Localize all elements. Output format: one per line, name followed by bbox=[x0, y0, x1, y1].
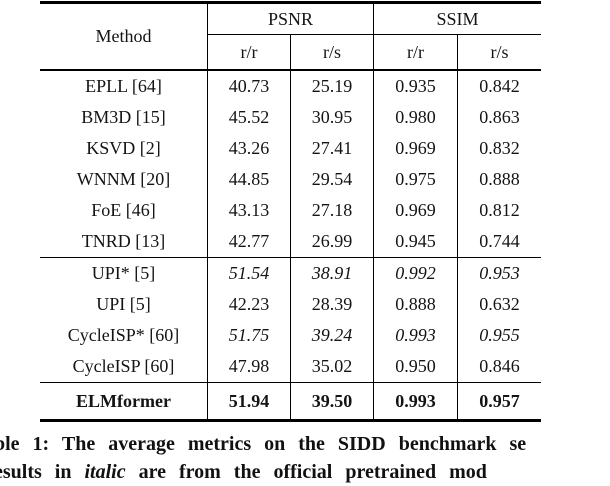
value-cell: 51.75 bbox=[207, 320, 290, 351]
section-divider-rule bbox=[40, 382, 541, 383]
method-cell: WNNM [20] bbox=[76, 169, 171, 189]
value-cell: 0.945 bbox=[373, 226, 457, 257]
value-cell: 26.99 bbox=[290, 226, 373, 257]
value-cell: 51.94 bbox=[207, 383, 290, 419]
method-cell: ELMformer bbox=[76, 390, 171, 411]
table-section-ours: ELMformer 51.94 39.50 0.993 0.957 bbox=[40, 383, 541, 419]
table-row: KSVD [2] 43.26 27.41 0.969 0.832 bbox=[40, 133, 541, 164]
subheader-ssim-rr: r/r bbox=[373, 34, 457, 69]
value-cell: 39.24 bbox=[290, 320, 373, 351]
table-row: CycleISP [60] 47.98 35.02 0.950 0.846 bbox=[40, 351, 541, 382]
method-cell: EPLL [64] bbox=[85, 76, 162, 96]
caption-line-2-prefix: esults in bbox=[0, 461, 85, 483]
value-cell: 27.18 bbox=[290, 195, 373, 226]
method-cell: BM3D [15] bbox=[81, 107, 166, 127]
table-row: ELMformer 51.94 39.50 0.993 0.957 bbox=[40, 383, 541, 419]
table-row: UPI* [5] 51.54 38.91 0.992 0.953 bbox=[40, 258, 541, 289]
method-cell: UPI [5] bbox=[96, 294, 151, 314]
value-cell: 27.41 bbox=[290, 133, 373, 164]
value-cell: 43.26 bbox=[207, 133, 290, 164]
table-row: UPI [5] 42.23 28.39 0.888 0.632 bbox=[40, 289, 541, 320]
value-cell: 0.846 bbox=[457, 351, 541, 382]
value-cell: 0.975 bbox=[373, 164, 457, 195]
value-cell: 35.02 bbox=[290, 351, 373, 382]
value-cell: 40.73 bbox=[207, 71, 290, 102]
column-group-psnr: PSNR bbox=[207, 4, 373, 34]
method-cell: CycleISP [60] bbox=[72, 356, 175, 376]
value-cell: 0.953 bbox=[457, 258, 541, 289]
table-row: TNRD [13] 42.77 26.99 0.945 0.744 bbox=[40, 226, 541, 257]
column-header-method: Method bbox=[95, 26, 152, 46]
value-cell: 0.812 bbox=[457, 195, 541, 226]
value-cell: 0.950 bbox=[373, 351, 457, 382]
value-cell: 0.744 bbox=[457, 226, 541, 257]
value-cell: 29.54 bbox=[290, 164, 373, 195]
value-cell: 43.13 bbox=[207, 195, 290, 226]
value-cell: 44.85 bbox=[207, 164, 290, 195]
method-cell: FoE [46] bbox=[91, 200, 156, 220]
value-cell: 0.888 bbox=[457, 164, 541, 195]
method-cell: KSVD [2] bbox=[86, 138, 161, 158]
caption-line-2-italic-word: italic bbox=[84, 461, 126, 483]
value-cell: 0.935 bbox=[373, 71, 457, 102]
value-cell: 0.969 bbox=[373, 195, 457, 226]
caption-line-2: esults in italic are from the official p… bbox=[0, 458, 610, 486]
value-cell: 51.54 bbox=[207, 258, 290, 289]
value-cell: 45.52 bbox=[207, 102, 290, 133]
value-cell: 0.969 bbox=[373, 133, 457, 164]
value-cell: 39.50 bbox=[290, 383, 373, 419]
caption-line-1: ble 1: The average metrics on the SIDD b… bbox=[0, 433, 527, 455]
method-cell: CycleISP* [60] bbox=[67, 325, 180, 345]
subheader-psnr-rs: r/s bbox=[290, 34, 373, 69]
header-bottom-rule bbox=[40, 69, 541, 71]
value-cell: 0.993 bbox=[373, 320, 457, 351]
value-cell: 0.957 bbox=[457, 383, 541, 419]
value-cell: 42.77 bbox=[207, 226, 290, 257]
table-bottom-rule bbox=[40, 419, 541, 422]
value-cell: 0.842 bbox=[457, 71, 541, 102]
value-cell: 0.955 bbox=[457, 320, 541, 351]
table-row: BM3D [15] 45.52 30.95 0.980 0.863 bbox=[40, 102, 541, 133]
section-divider-rule bbox=[40, 257, 541, 258]
value-cell: 38.91 bbox=[290, 258, 373, 289]
table-section-unpaired: UPI* [5] 51.54 38.91 0.992 0.953 UPI [5] 42.23… bbox=[40, 258, 541, 382]
subheader-psnr-rr: r/r bbox=[207, 34, 290, 69]
value-cell: 0.888 bbox=[373, 289, 457, 320]
value-cell: 0.980 bbox=[373, 102, 457, 133]
value-cell: 0.992 bbox=[373, 258, 457, 289]
value-cell: 0.993 bbox=[373, 383, 457, 419]
method-cell: TNRD [13] bbox=[81, 231, 166, 251]
value-cell: 0.863 bbox=[457, 102, 541, 133]
caption-line-2-suffix: are from the official pretrained mod bbox=[125, 461, 487, 483]
table-row: WNNM [20] 44.85 29.54 0.975 0.888 bbox=[40, 164, 541, 195]
value-cell: 30.95 bbox=[290, 102, 373, 133]
table-row: FoE [46] 43.13 27.18 0.969 0.812 bbox=[40, 195, 541, 226]
results-table: Method PSNR SSIM r/r r/s r/r r/s EPLL [6… bbox=[40, 1, 541, 422]
table-row: CycleISP* [60] 51.75 39.24 0.993 0.955 bbox=[40, 320, 541, 351]
value-cell: 28.39 bbox=[290, 289, 373, 320]
column-group-ssim: SSIM bbox=[373, 4, 541, 34]
value-cell: 0.832 bbox=[457, 133, 541, 164]
table-header: Method PSNR SSIM r/r r/s r/r r/s bbox=[40, 4, 541, 69]
subheader-ssim-rs: r/s bbox=[457, 34, 541, 69]
value-cell: 25.19 bbox=[290, 71, 373, 102]
table-section-classical: EPLL [64] 40.73 25.19 0.935 0.842 BM3D [15] 45… bbox=[40, 71, 541, 257]
table-row: EPLL [64] 40.73 25.19 0.935 0.842 bbox=[40, 71, 541, 102]
table-caption: ble 1: The average metrics on the SIDD b… bbox=[0, 430, 610, 486]
value-cell: 42.23 bbox=[207, 289, 290, 320]
table-top-rule bbox=[40, 1, 541, 4]
value-cell: 0.632 bbox=[457, 289, 541, 320]
method-cell: UPI* [5] bbox=[91, 263, 156, 283]
value-cell: 47.98 bbox=[207, 351, 290, 382]
